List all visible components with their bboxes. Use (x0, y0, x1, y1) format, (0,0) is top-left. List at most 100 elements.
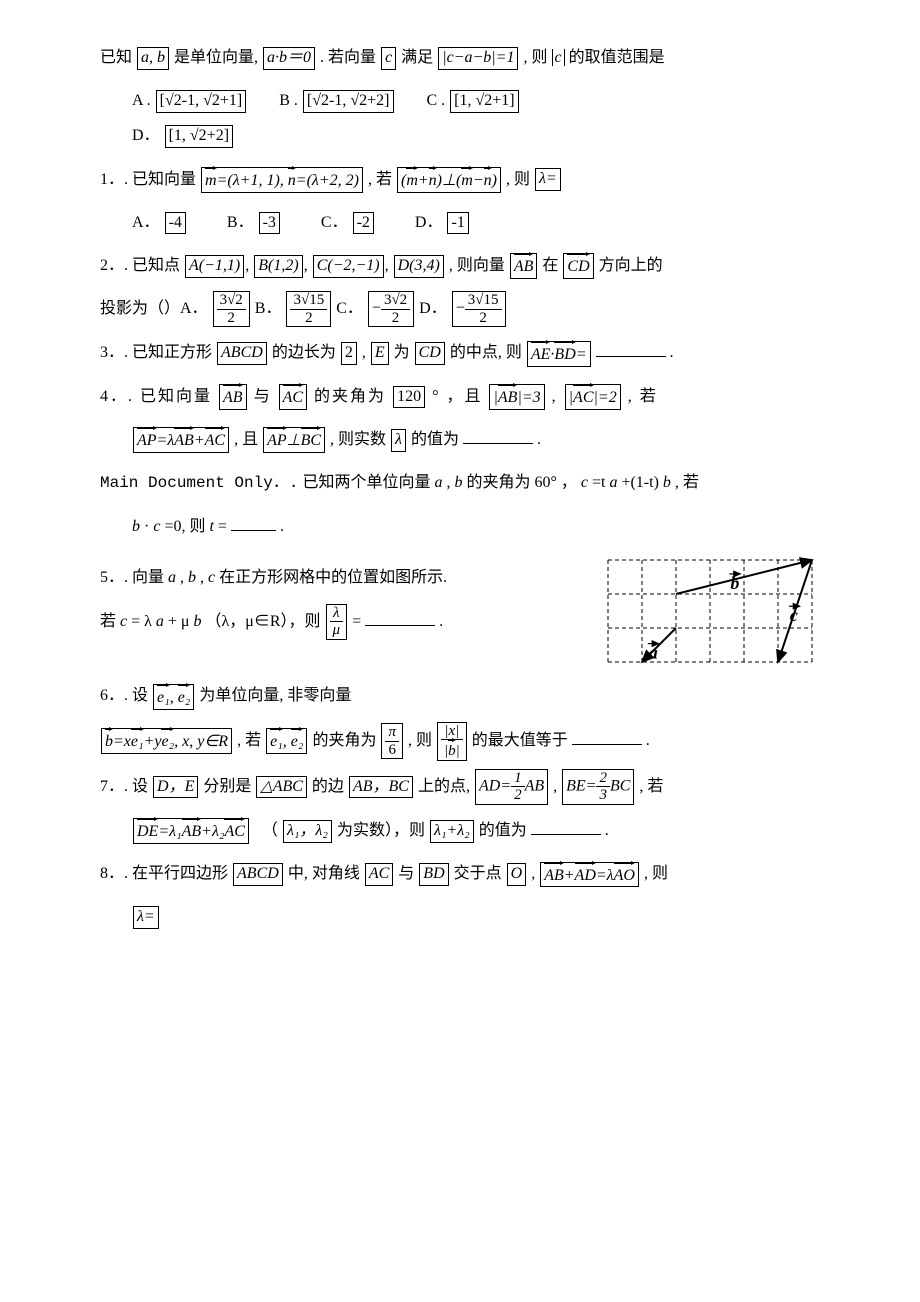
opt-a: [√2-1, √2+1] (156, 90, 247, 113)
opt-d: [1, √2+2] (165, 125, 233, 148)
text: 的夹角为 (312, 732, 376, 749)
period: . (439, 613, 443, 630)
qnum: 1．. (100, 171, 128, 188)
text: 为单位向量, 非零向量 (199, 687, 351, 704)
text: 的取值范围是 (569, 49, 665, 66)
text: ，且 (446, 388, 482, 405)
box-c: c (381, 47, 396, 70)
box-ang: 120 (393, 386, 425, 409)
svg-text:a: a (649, 643, 658, 663)
text: 上的点, (418, 778, 470, 795)
question-main-line2: b · c =0, 则 t = . (100, 509, 820, 544)
b: b (454, 474, 462, 491)
question-3: 3．. 已知正方形 ABCD 的边长为 2 , E 为 CD 的中点, 则 AE… (100, 335, 820, 370)
text: . 若向量 (320, 49, 376, 66)
opt-b-label: B． (227, 214, 254, 231)
opt-d-label: D． (132, 127, 160, 144)
paren: （ (262, 822, 278, 839)
text: 在平行四边形 (132, 865, 228, 882)
opt-c-label: C . (427, 92, 446, 109)
text: 与 (398, 865, 414, 882)
text: 与 (254, 388, 272, 405)
qnum: 6．. (100, 687, 128, 704)
text: 的值为 (479, 822, 527, 839)
text: 分别是 (203, 778, 251, 795)
box-ab: AB (219, 384, 247, 410)
opt-d: −3√152 (452, 291, 506, 327)
b: b (188, 569, 196, 586)
text: , 若 (639, 778, 663, 795)
box-abbc: AB，BC (349, 776, 413, 799)
c: c (581, 474, 588, 491)
eq: =t (592, 474, 605, 491)
vector-grid-diagram: abc (600, 552, 820, 670)
question-8-line2: λ= (100, 899, 820, 934)
text: 的中点, 则 (450, 344, 522, 361)
eq0: =0, 则 (164, 518, 209, 535)
opt-b: -3 (259, 212, 280, 235)
question-7: 7．. 设 D，E 分别是 △ABC 的边 AB，BC 上的点, AD=12AB… (100, 769, 820, 805)
box-lam: λ= (133, 906, 159, 929)
eq2: = (218, 518, 227, 535)
box-cond2: |c−a−b|=1 (438, 47, 518, 70)
text: 的夹角为 (314, 388, 386, 405)
text: , 则向量 (449, 257, 505, 274)
qnum: 3．. (100, 344, 128, 361)
box-lam: λ= (535, 168, 561, 191)
question-0: 已知 a, b 是单位向量, a·b＝0 . 若向量 c 满足 |c−a−b|=… (100, 40, 820, 75)
box-frac: λμ (326, 604, 348, 640)
text: , 则 (644, 865, 668, 882)
qnum: 2．. (100, 257, 128, 274)
text: 方向上的 (599, 257, 663, 274)
text: , 且 (234, 431, 258, 448)
text: , (362, 344, 366, 361)
box-a: A(−1,1) (185, 255, 244, 278)
box-de: D，E (153, 776, 198, 799)
qnum: 4．. (100, 388, 134, 405)
text: 投影为（）A． (100, 300, 208, 317)
box-perp: AP⊥BC (263, 427, 325, 453)
dot: · (144, 518, 149, 535)
text: 已知点 (132, 257, 180, 274)
box-sum: λ₁+λ₂ (430, 820, 474, 843)
text: 已知正方形 (132, 344, 212, 361)
b: b (132, 518, 140, 535)
text: 已知向量 (132, 171, 196, 188)
comma: , (553, 778, 557, 795)
text: , 则实数 (330, 431, 386, 448)
qnum: 7．. (100, 778, 128, 795)
eq2: = (352, 613, 361, 630)
blank (231, 514, 276, 531)
box-pi6: π6 (381, 723, 403, 759)
box-d: D(3,4) (394, 255, 444, 278)
a: a (168, 569, 176, 586)
question-2: 2．. 已知点 A(−1,1), B(1,2), C(−2,−1), D(3,4… (100, 248, 820, 283)
text: 设 (132, 687, 148, 704)
box-abcd: ABCD (217, 342, 267, 365)
box-ac: AC (279, 384, 307, 410)
text: 若 (100, 613, 120, 630)
question-8: 8．. 在平行四边形 ABCD 中, 对角线 AC 与 BD 交于点 O , A… (100, 856, 820, 891)
question-4-line2: AP=λAB+AC , 且 AP⊥BC , 则实数 λ 的值为 . (100, 422, 820, 457)
c: c (208, 569, 215, 586)
box-magac: |AC|=2 (565, 384, 621, 410)
blank (596, 340, 666, 357)
a: a (156, 613, 164, 630)
paren2: 为实数），则 (337, 822, 425, 839)
comma: , (531, 865, 535, 882)
opt-c-label: C． (336, 300, 363, 317)
c2: , (200, 569, 204, 586)
plus: + μ (168, 613, 190, 630)
opt-c: -2 (353, 212, 374, 235)
box-ad: AD=12AB (475, 769, 548, 805)
box-ab: AB (510, 253, 538, 279)
opt-a-label: A . (132, 92, 151, 109)
period: . (670, 344, 674, 361)
blank (365, 609, 435, 626)
a2: a (609, 474, 617, 491)
opt-d-label: D． (419, 300, 447, 317)
text: , 则 (506, 171, 530, 188)
box-e: E (371, 342, 389, 365)
box-cond: (m+n)⊥(m−n) (397, 167, 501, 193)
question-7-line2: DE=λ₁AB+λ₂AC （ λ₁，λ₂ 为实数），则 λ₁+λ₂ 的值为 . (100, 813, 820, 848)
